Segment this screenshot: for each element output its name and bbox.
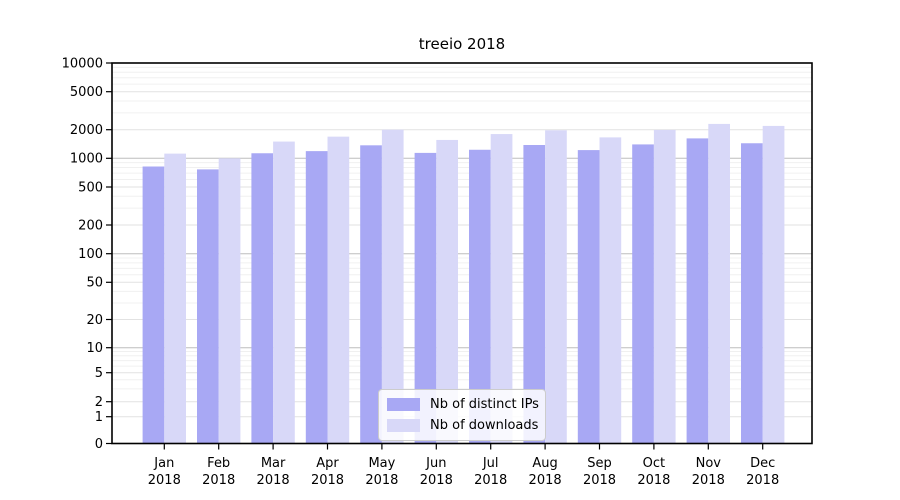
bar-distinct-ips-dec [741,143,763,444]
y-tick-label: 5000 [70,85,103,100]
x-tick-label-year: 2018 [420,473,453,488]
bar-distinct-ips-nov [686,138,709,444]
y-tick-label: 1000 [70,152,103,167]
bar-downloads-jun [436,139,458,444]
bar-downloads-jan [164,153,186,444]
x-tick-label-year: 2018 [257,473,290,488]
bar-downloads-mar [273,141,295,444]
y-tick-label: 10000 [62,56,103,71]
y-tick-label: 2 [95,395,103,410]
x-tick-label-month: Apr [316,456,339,471]
y-tick-label: 2000 [70,123,103,138]
y-tick-label: 100 [78,247,103,262]
x-tick-label-year: 2018 [637,473,670,488]
bar-downloads-sep [599,137,622,444]
bar-downloads-aug [545,130,567,444]
bar-distinct-ips-apr [305,151,328,444]
x-tick-label-month: Jun [425,456,446,471]
x-tick-label-year: 2018 [202,473,235,488]
x-tick-label-month: Aug [532,456,557,471]
x-tick-label-month: Feb [207,456,230,471]
bar-downloads-apr [327,136,350,444]
legend-label-downloads: Nb of downloads [430,417,539,433]
x-tick-label-year: 2018 [474,473,507,488]
bar-distinct-ips-mar [251,153,274,444]
bar-distinct-ips-may [360,145,382,444]
y-tick-label: 0 [95,437,103,452]
chart-title: treeio 2018 [418,35,506,53]
x-tick-label-month: Jan [153,456,174,471]
bar-downloads-oct [653,129,676,444]
y-tick-label: 5 [95,366,103,381]
x-tick-label-month: Dec [750,456,775,471]
x-tick-label-month: May [368,456,395,471]
bar-downloads-dec [762,125,785,444]
x-tick-label-month: Mar [261,456,286,471]
bar-distinct-ips-oct [632,144,654,444]
bar-distinct-ips-jul [469,149,491,444]
y-tick-label: 200 [78,218,103,233]
x-tick-label-year: 2018 [746,473,779,488]
x-tick-label-year: 2018 [311,473,344,488]
legend: Nb of distinct IPs Nb of downloads [378,389,546,441]
y-tick-label: 500 [78,180,103,195]
bar-distinct-ips-jun [414,152,437,444]
legend-swatch-downloads [387,418,420,432]
y-tick-label: 10 [86,341,103,356]
bar-downloads-feb [218,158,241,444]
legend-item-downloads: Nb of downloads [387,417,539,433]
x-tick-label-year: 2018 [692,473,725,488]
bar-distinct-ips-feb [197,169,219,444]
x-tick-label-year: 2018 [365,473,398,488]
y-tick-label: 20 [86,313,103,328]
x-tick-label-year: 2018 [583,473,616,488]
bar-downloads-nov [708,123,730,444]
bar-distinct-ips-jan [142,166,165,444]
legend-item-distinct-ips: Nb of distinct IPs [387,397,539,413]
legend-swatch-distinct-ips [387,398,420,412]
y-tick-label: 1 [95,410,103,425]
x-tick-label-month: Oct [643,456,665,471]
y-tick-label: 50 [86,276,103,291]
x-tick-label-year: 2018 [148,473,181,488]
bar-downloads-jul [490,134,513,444]
x-tick-label-month: Jul [482,456,499,471]
bar-distinct-ips-sep [577,150,600,444]
bar-downloads-may [381,129,404,444]
x-tick-label-year: 2018 [529,473,562,488]
bar-distinct-ips-aug [523,145,546,444]
x-tick-label-month: Sep [587,456,612,471]
x-tick-label-month: Nov [696,456,722,471]
legend-label-distinct-ips: Nb of distinct IPs [430,397,539,413]
